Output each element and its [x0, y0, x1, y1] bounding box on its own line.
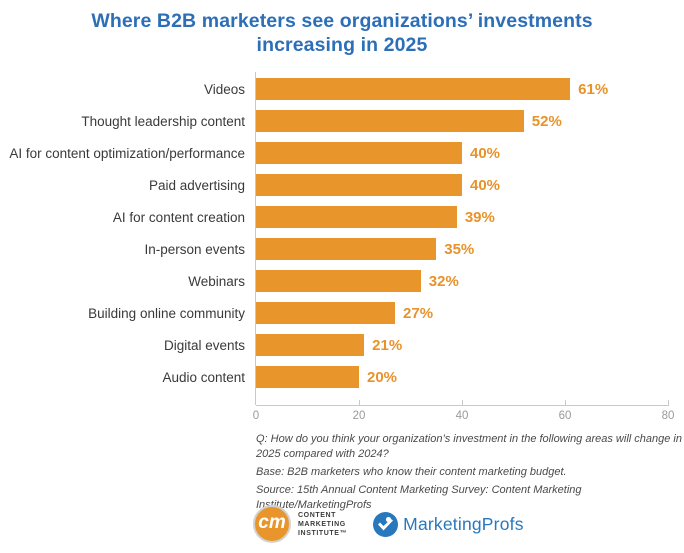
x-axis-tick-label: 40: [455, 410, 469, 422]
category-label: Thought leadership content: [81, 113, 245, 129]
cmi-text-line-2: MARKETING: [298, 520, 346, 528]
bar-track: 20%: [256, 366, 668, 388]
bar: [256, 174, 462, 196]
x-axis-tick-label: 80: [661, 410, 675, 422]
bar: [256, 206, 457, 228]
bar-track: 40%: [256, 142, 668, 164]
bar-track: 39%: [256, 206, 668, 228]
chart-title-line-1: Where B2B marketers see organizations’ i…: [91, 10, 593, 32]
value-label: 61%: [578, 80, 609, 98]
chart-title: Where B2B marketers see organizations’ i…: [0, 9, 684, 57]
chart-row: Digital events 21%: [0, 329, 668, 361]
bar-track: 61%: [256, 78, 668, 100]
bar: [256, 238, 437, 260]
bar-track: 21%: [256, 334, 668, 356]
cmi-monogram: cm: [258, 512, 286, 533]
chart-row: AI for content creation 39%: [0, 201, 668, 233]
value-label: 20%: [367, 368, 398, 386]
bar-track: 40%: [256, 174, 668, 196]
bar: [256, 334, 365, 356]
footnotes: Q: How do you think your organization’s …: [256, 432, 684, 516]
chart-title-line-2: increasing in 2025: [256, 34, 428, 56]
bar: [256, 142, 462, 164]
y-axis-line: [255, 72, 256, 405]
value-label: 32%: [428, 272, 459, 290]
marketingprofs-wordmark: MarketingProfs: [403, 513, 524, 534]
footnote-base: Base: B2B marketers who know their conte…: [256, 466, 567, 478]
value-label: 27%: [403, 304, 434, 322]
marketingprofs-icon: [373, 511, 399, 537]
cmi-text-line-3: INSTITUTE™: [298, 529, 348, 537]
cmi-logo-text: CONTENT MARKETING INSTITUTE™: [298, 511, 347, 538]
bar-track: 52%: [256, 110, 668, 132]
x-axis-tick-mark: [565, 400, 566, 406]
x-axis-tick-mark: [462, 400, 463, 406]
bar-chart: Videos 61% Thought leadership content 52% AI…: [0, 73, 668, 393]
value-label: 40%: [470, 176, 501, 194]
marketingprofs-logo: MarketingProfs: [373, 511, 524, 537]
bar: [256, 78, 571, 100]
bar-track: 35%: [256, 238, 668, 260]
x-axis-tick-mark: [668, 400, 669, 406]
category-label: Audio content: [162, 369, 245, 385]
chart-row: Audio content 20%: [0, 361, 668, 393]
chart-row: Paid advertising 40%: [0, 169, 668, 201]
bar: [256, 270, 421, 292]
cmi-logo-icon: cm: [253, 505, 291, 543]
logo-row: cm CONTENT MARKETING INSTITUTE™ Marketin…: [253, 505, 524, 543]
category-label: In-person events: [144, 241, 245, 257]
footnote-source: Source: 15th Annual Content Marketing Su…: [256, 484, 582, 511]
bar: [256, 110, 524, 132]
chart-row: Videos 61%: [0, 73, 668, 105]
chart-row: Building online community 27%: [0, 297, 668, 329]
value-label: 52%: [531, 112, 562, 130]
footnote-question: Q: How do you think your organization’s …: [256, 433, 682, 460]
bar-track: 32%: [256, 270, 668, 292]
category-label: Paid advertising: [148, 177, 245, 193]
bar: [256, 366, 359, 388]
chart-row: Webinars 32%: [0, 265, 668, 297]
chart-row: AI for content optimization/performance 4…: [0, 137, 668, 169]
x-axis-tick-label: 60: [558, 410, 572, 422]
value-label: 39%: [464, 208, 495, 226]
category-label: Digital events: [163, 337, 245, 353]
x-axis-tick-label: 0: [252, 410, 260, 422]
x-axis-tick-mark: [359, 400, 360, 406]
category-label: Building online community: [88, 305, 245, 321]
chart-row: In-person events 35%: [0, 233, 668, 265]
bar: [256, 302, 396, 324]
cmi-text-line-1: CONTENT: [298, 511, 337, 519]
value-label: 21%: [372, 336, 403, 354]
bar-track: 27%: [256, 302, 668, 324]
category-label: Webinars: [188, 273, 245, 289]
value-label: 35%: [444, 240, 475, 258]
cmi-logo: cm CONTENT MARKETING INSTITUTE™: [253, 505, 347, 543]
category-label: Videos: [203, 81, 245, 97]
x-axis-tick-label: 20: [352, 410, 366, 422]
category-label: AI for content optimization/performance: [9, 145, 245, 161]
value-label: 40%: [470, 144, 501, 162]
category-label: AI for content creation: [112, 209, 245, 225]
chart-row: Thought leadership content 52%: [0, 105, 668, 137]
x-axis: 0 20 40 60 80: [252, 400, 674, 432]
